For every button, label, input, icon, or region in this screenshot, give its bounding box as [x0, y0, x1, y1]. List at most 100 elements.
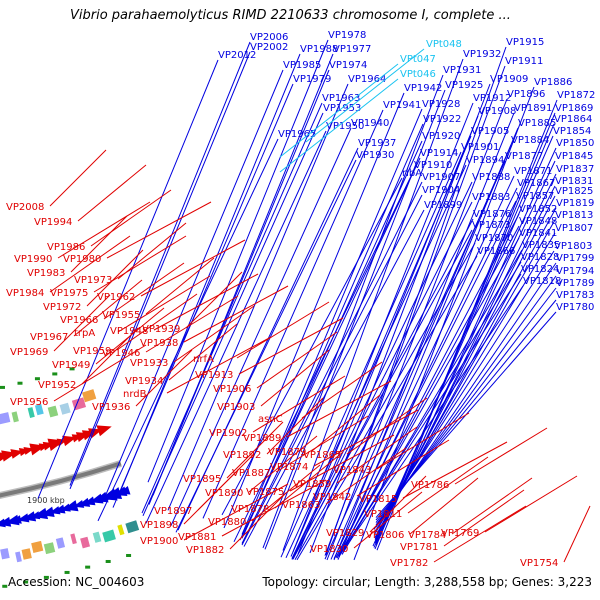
reverse-gene-label: VP1781	[400, 542, 438, 553]
forward-gene-connector	[374, 160, 556, 544]
forward-gene-connector	[324, 160, 506, 560]
reverse-gene-connector	[93, 235, 187, 293]
scale-tick	[85, 565, 91, 569]
reverse-gene-label: VP1938	[140, 338, 178, 349]
forward-gene-label: VP1876	[473, 209, 511, 220]
forward-gene-label: VP1884	[511, 135, 549, 146]
reverse-gene-connector	[140, 239, 246, 297]
reverse-gene-connector	[168, 323, 238, 381]
forward-gene-arrow	[17, 513, 30, 523]
reverse-gene-connector	[226, 421, 284, 479]
forward-gene-label: VP1813	[555, 210, 593, 221]
forward-gene-label: VP1910	[414, 160, 452, 171]
reverse-gene-label: VP1879	[268, 447, 306, 458]
forward-gene-label: VP1841	[519, 228, 557, 239]
cog-feature-block	[34, 403, 44, 416]
reverse-gene-connector	[236, 301, 330, 359]
forward-gene-label: VP1905	[471, 126, 509, 137]
reverse-gene-connector	[301, 361, 383, 419]
forward-gene-label: VP1871	[514, 166, 552, 177]
forward-gene-label: VP1869	[555, 103, 593, 114]
forward-gene-label: VP1837	[556, 164, 594, 175]
trna-label: VPt048	[426, 39, 462, 50]
cog-feature-block	[102, 529, 116, 543]
reverse-gene-label: VP1946	[102, 348, 140, 359]
reverse-gene-connector	[135, 349, 193, 407]
forward-gene-label: VP1901	[461, 142, 499, 153]
cog-feature-block	[31, 540, 44, 553]
forward-gene-connector	[296, 255, 478, 561]
forward-gene-connector	[374, 112, 556, 550]
forward-gene-label: VP1780	[556, 302, 594, 313]
forward-gene-connector	[112, 83, 294, 508]
reverse-gene-label: VP1980	[63, 254, 101, 265]
reverse-gene-label: VP1784	[408, 530, 446, 541]
forward-gene-connector	[290, 135, 472, 557]
reverse-gene-label: VP1962	[97, 292, 135, 303]
reverse-gene-connector	[81, 327, 139, 385]
forward-gene-label: VP1932	[463, 49, 501, 60]
forward-gene-label: VP1883	[472, 192, 510, 203]
forward-gene-label: VP1864	[554, 114, 592, 125]
forward-gene-label: VP1807	[555, 223, 593, 234]
reverse-gene-connector	[185, 271, 243, 329]
reverse-gene-connector	[49, 235, 131, 293]
reverse-gene-connector	[145, 295, 239, 353]
forward-gene-connector	[333, 112, 515, 561]
forward-gene-arrow	[73, 500, 85, 508]
forward-gene-label: VP1922	[423, 114, 461, 125]
reverse-gene-connector	[256, 331, 338, 389]
forward-gene-connector	[372, 135, 554, 547]
forward-gene-label: VP1941	[383, 100, 421, 111]
scale-tick	[105, 559, 111, 563]
forward-gene-connector	[175, 159, 357, 533]
reverse-gene-label: VP1843	[333, 465, 371, 476]
reverse-gene-label: VP1986	[47, 242, 85, 253]
cog-feature-block	[117, 524, 125, 536]
reverse-gene-connector	[53, 344, 147, 402]
accession-text: Accession: NC_004603	[8, 575, 145, 589]
cog-feature-block	[47, 405, 59, 418]
cog-feature-block	[92, 531, 102, 543]
forward-gene-label: VP1965	[278, 129, 316, 140]
reverse-gene-label: VP1897	[154, 506, 192, 517]
reverse-gene-label: VP1990	[14, 254, 52, 265]
reverse-gene-label: VP1890	[205, 488, 243, 499]
forward-gene-label: VP1907	[422, 172, 460, 183]
forward-gene-label: VP1850	[556, 138, 594, 149]
reverse-gene-label: VP1782	[390, 558, 428, 569]
kbp-tick-label: 1900 kbp	[27, 496, 65, 505]
forward-gene-connector	[170, 127, 352, 526]
forward-gene-label: VP1857	[516, 191, 554, 202]
forward-gene-arrow	[40, 506, 55, 518]
cog-feature-block	[27, 407, 35, 418]
forward-gene-label: VP1886	[534, 77, 572, 88]
forward-gene-arrow	[22, 511, 37, 522]
forward-gene-connector	[373, 250, 555, 530]
forward-gene-label: VP1920	[422, 131, 460, 142]
forward-gene-connector	[141, 102, 323, 514]
forward-gene-label: VP1824	[521, 264, 559, 275]
forward-gene-connector	[262, 74, 444, 549]
forward-gene-arrow	[118, 485, 131, 495]
reverse-gene-label: VP1815	[359, 494, 397, 505]
forward-gene-label: VP1925	[445, 80, 483, 91]
reverse-gene-connector	[183, 285, 289, 343]
reverse-gene-connector	[313, 409, 419, 467]
forward-gene-label: VP2006	[250, 32, 288, 43]
reverse-gene-connector	[409, 477, 479, 535]
reverse-gene-connector	[173, 305, 255, 363]
reverse-gene-label: VP1949	[52, 360, 90, 371]
reverse-gene-label: VP1889	[243, 433, 281, 444]
reverse-gene-label: VP1863	[282, 500, 320, 511]
reverse-gene-label: VP1967	[30, 332, 68, 343]
reverse-gene-label: VP1906	[213, 384, 251, 395]
forward-gene-label: VP1978	[328, 30, 366, 41]
cog-feature-block	[11, 411, 19, 423]
reverse-gene-label: VP1948	[110, 326, 148, 337]
map-title: Vibrio parahaemolyticus RIMD 2210633 chr…	[70, 8, 511, 23]
reverse-gene-connector	[221, 479, 327, 537]
reverse-gene-connector	[275, 415, 369, 473]
trna-label: VPt046	[400, 69, 436, 80]
reverse-gene-connector	[484, 475, 578, 533]
